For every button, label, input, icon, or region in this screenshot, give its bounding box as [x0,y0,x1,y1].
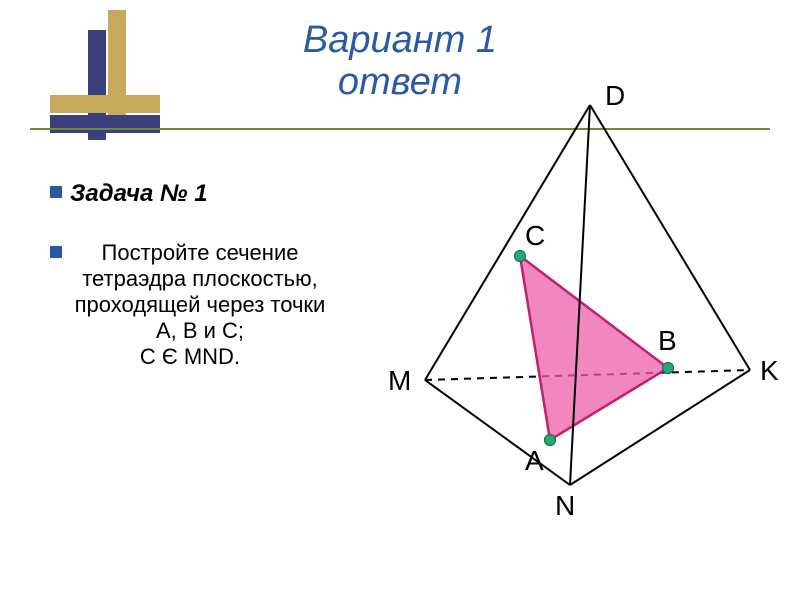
bullet-icon [50,246,62,258]
vertex-label-K: K [760,355,779,387]
vertex-label-M: M [388,365,411,397]
task-body-text: Постройте сечение тетраэдра плоскостью, … [70,240,330,344]
diagram-svg [380,70,780,540]
task-body-line2: С Є МND. [50,344,330,370]
title-decor-horizontal-dark [50,115,160,133]
title-line-1: Вариант 1 [0,20,800,62]
vertex-label-C: C [525,220,545,252]
tetrahedron-diagram: D M K N C A B [380,70,780,540]
vertex-label-B: B [658,325,677,357]
task-body: Постройте сечение тетраэдра плоскостью, … [50,240,330,370]
task-heading-text: Задача № 1 [70,180,208,208]
vertex-label-A: A [525,445,544,477]
task-heading: Задача № 1 [50,180,208,208]
vertex-label-N: N [555,490,575,522]
bullet-icon [50,186,62,198]
vertex-label-D: D [605,80,625,112]
